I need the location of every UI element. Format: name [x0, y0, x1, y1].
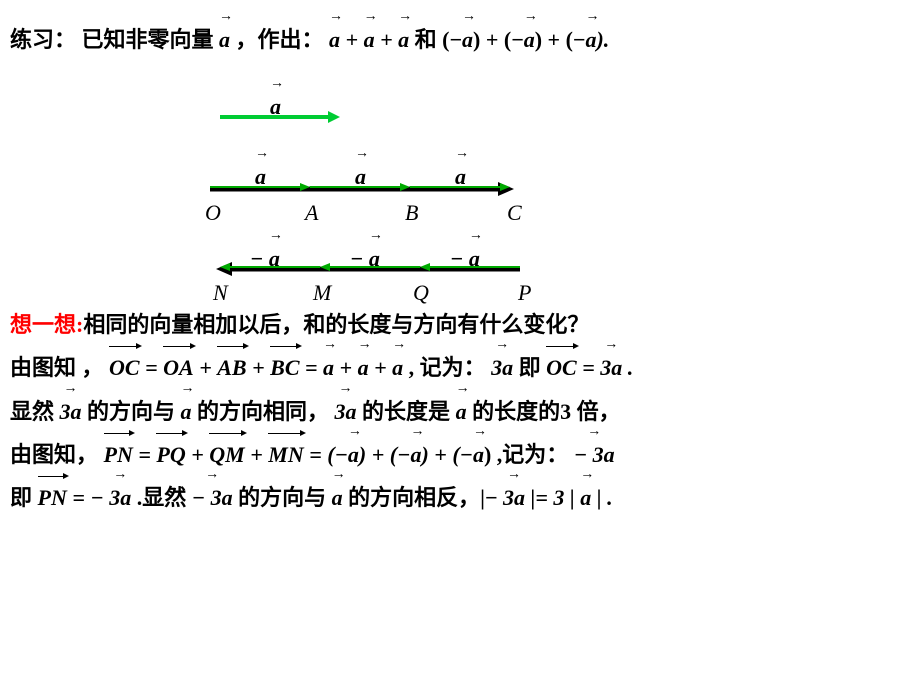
diagram-label-ma: − a [250, 239, 280, 276]
vec-a: a [410, 435, 421, 472]
direction-line: 显然 3a 的方向与 a 的方向相同， 3a 的长度是 a 的长度的3 倍， [10, 392, 910, 429]
vec-OC: OC [546, 348, 577, 385]
eq: = − [72, 485, 103, 510]
vec-3a: 3a [109, 478, 131, 515]
eq: = [145, 355, 163, 380]
diagram-label-a: a [455, 157, 466, 194]
last-line: 即 PN = − 3a .显然 − 3a 的方向与 a 的方向相反，|− 3a … [10, 478, 910, 515]
vec-a: a [358, 348, 369, 385]
vec-a: a [219, 20, 230, 57]
text: 由图知， [10, 442, 98, 467]
plus: + [250, 442, 268, 467]
text: 显然 [10, 399, 54, 424]
text: ，作出： [236, 27, 324, 52]
vec-PQ: PQ [156, 435, 185, 472]
vec-neg3a: − 3a [192, 478, 233, 515]
vec-a: a [524, 20, 535, 57]
exercise-line: 练习： 已知非零向量 a ，作出： a + a + a 和 (−a) + (−a… [10, 20, 910, 57]
vector-diagram: a a a a O A B C − a − a − a N M Q P [10, 57, 920, 307]
vec-OC: OC [109, 348, 140, 385]
think-text: 相同的向量相加以后，和的长度与方向有什么变化？ [83, 312, 589, 337]
diagram-label-a: a [255, 157, 266, 194]
vec-3a: 3a [491, 348, 513, 385]
text: 的方向与 [238, 485, 326, 510]
text: .显然 [137, 485, 187, 510]
text: | . [597, 485, 613, 510]
vec-3a: 3a [60, 392, 82, 429]
eq: = [138, 442, 156, 467]
text: ) ,记为： [484, 442, 568, 467]
text: 和 (− [415, 27, 462, 52]
point-A: A [305, 195, 318, 230]
point-M: M [313, 275, 331, 310]
text: ) + (− [535, 27, 586, 52]
plus: + [374, 355, 392, 380]
text: |= 3 | [530, 485, 580, 510]
plus: + [252, 355, 270, 380]
vec-a: a [329, 20, 340, 57]
plus: + [346, 27, 364, 52]
diagram-label-a: a [355, 157, 366, 194]
vec-MN: MN [268, 435, 303, 472]
point-N: N [213, 275, 228, 310]
text: 的方向与 [87, 399, 175, 424]
point-C: C [507, 195, 522, 230]
vec-a: a [181, 392, 192, 429]
text: 的方向相反，|− [348, 485, 497, 510]
think-label: 想一想: [10, 312, 83, 337]
text: ). [596, 27, 609, 52]
plus: + [199, 355, 217, 380]
vec-a: a [462, 20, 473, 57]
point-Q: Q [413, 275, 429, 310]
text: ) + (− [359, 442, 411, 467]
vec-a: a [332, 478, 343, 515]
vec-a: a [456, 392, 467, 429]
text: 的长度是 [362, 399, 450, 424]
exercise-prefix: 练习： 已知非零向量 [10, 27, 214, 52]
text: 即 [10, 485, 38, 510]
vec-a: a [398, 20, 409, 57]
diagram-label-ma: − a [450, 239, 480, 276]
vec-3a: 3a [600, 348, 622, 385]
vec-a: a [580, 478, 591, 515]
plus: + [380, 27, 398, 52]
vec-a: a [364, 20, 375, 57]
vec-a: a [323, 348, 334, 385]
vec-a: a [585, 20, 596, 57]
point-B: B [405, 195, 418, 230]
diagram-label-ma: − a [350, 239, 380, 276]
eq: = [582, 355, 600, 380]
vec-BC: BC [270, 348, 299, 385]
vec-PN: PN [38, 478, 67, 515]
text: . [628, 355, 634, 380]
vec-a: a [392, 348, 403, 385]
pn-equation: 由图知， PN = PQ + QM + MN = (−a) + (−a) + (… [10, 435, 910, 472]
vec-a: a [348, 435, 359, 472]
text: , 记为： [409, 355, 486, 380]
diagram-label-a: a [270, 87, 281, 124]
text: 的方向相同， [197, 399, 329, 424]
text: ) + (− [473, 27, 524, 52]
point-O: O [205, 195, 221, 230]
text: 由图知 ， [10, 355, 104, 380]
point-P: P [518, 275, 531, 310]
vec-3a: 3a [503, 478, 525, 515]
think-line: 想一想:相同的向量相加以后，和的长度与方向有什么变化？ [10, 307, 910, 342]
text: ) + (− [421, 442, 473, 467]
eq: = [305, 355, 323, 380]
text: 即 [519, 355, 541, 380]
vec-AB: AB [217, 348, 246, 385]
vec-a: a [473, 435, 484, 472]
